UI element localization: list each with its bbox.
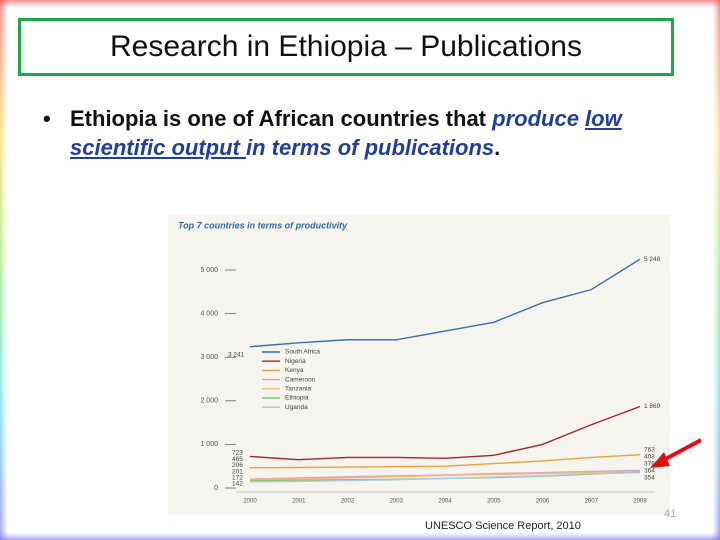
data-label: 354 <box>644 475 655 482</box>
data-label: 5 248 <box>644 256 661 263</box>
x-tick-label: 2003 <box>390 499 404 505</box>
x-tick-label: 2002 <box>341 499 355 505</box>
arrow <box>659 438 702 464</box>
data-label: 201 <box>232 468 243 475</box>
legend-label: Nigeria <box>285 358 306 365</box>
x-tick-label: 2007 <box>585 499 599 505</box>
slide-title: Research in Ethiopia – Publications <box>18 18 674 76</box>
legend-label: Uganda <box>285 404 308 411</box>
data-label: 723 <box>232 450 243 457</box>
data-label: 364 <box>644 468 655 475</box>
line <box>249 454 641 469</box>
bullet-text: Ethiopia is one of African countries tha… <box>70 106 487 131</box>
legend-label: Ethiopia <box>285 395 309 402</box>
bullet-text: . <box>494 135 501 160</box>
bullet-dot: • <box>43 106 51 131</box>
data-label: 376 <box>644 461 655 468</box>
data-label: 1 869 <box>644 403 661 410</box>
chart-title: Top 7 countries in terms of productivity <box>178 220 348 230</box>
x-tick-label: 2000 <box>243 499 257 505</box>
legend-label: Tanzania <box>285 386 311 393</box>
legend-label: Kenya <box>285 367 304 374</box>
bullet-text: in terms of publications <box>246 135 495 160</box>
y-tick-label: 1 000 <box>200 441 218 448</box>
y-tick-label: 4 000 <box>200 310 218 317</box>
line <box>249 258 641 348</box>
page-number: 41 <box>664 508 677 520</box>
data-label: 465 <box>232 456 243 463</box>
legend-label: Cameroon <box>285 376 316 383</box>
x-tick-label: 2004 <box>438 499 452 505</box>
line <box>249 470 641 480</box>
data-label: 206 <box>232 462 243 469</box>
bullet-text: produce <box>492 106 586 131</box>
line <box>249 405 641 461</box>
x-tick-label: 2008 <box>633 499 647 505</box>
y-tick-label: 3 000 <box>200 354 218 361</box>
arrow-head <box>650 452 670 468</box>
x-tick-label: 2001 <box>292 499 306 505</box>
data-label: 172 <box>232 475 243 482</box>
data-label: 3 241 <box>228 351 245 358</box>
line <box>249 471 641 483</box>
x-tick-label: 2006 <box>536 499 550 505</box>
data-label: 763 <box>644 447 655 454</box>
legend-label: South Africa <box>285 349 320 356</box>
y-tick-label: 2 000 <box>200 398 218 405</box>
y-tick-label: 5 000 <box>200 267 218 274</box>
data-label: 403 <box>644 454 655 461</box>
y-tick-label: 0 <box>214 485 218 492</box>
chart-background <box>168 215 670 515</box>
bullet-emphasis: low scientific output <box>70 106 622 160</box>
source: UNESCO Science Report, 2010 <box>425 520 581 532</box>
data-label: 142 <box>232 481 243 488</box>
x-tick-label: 2005 <box>487 499 501 505</box>
bullet: • Ethiopia is one of African countries th… <box>43 104 630 162</box>
